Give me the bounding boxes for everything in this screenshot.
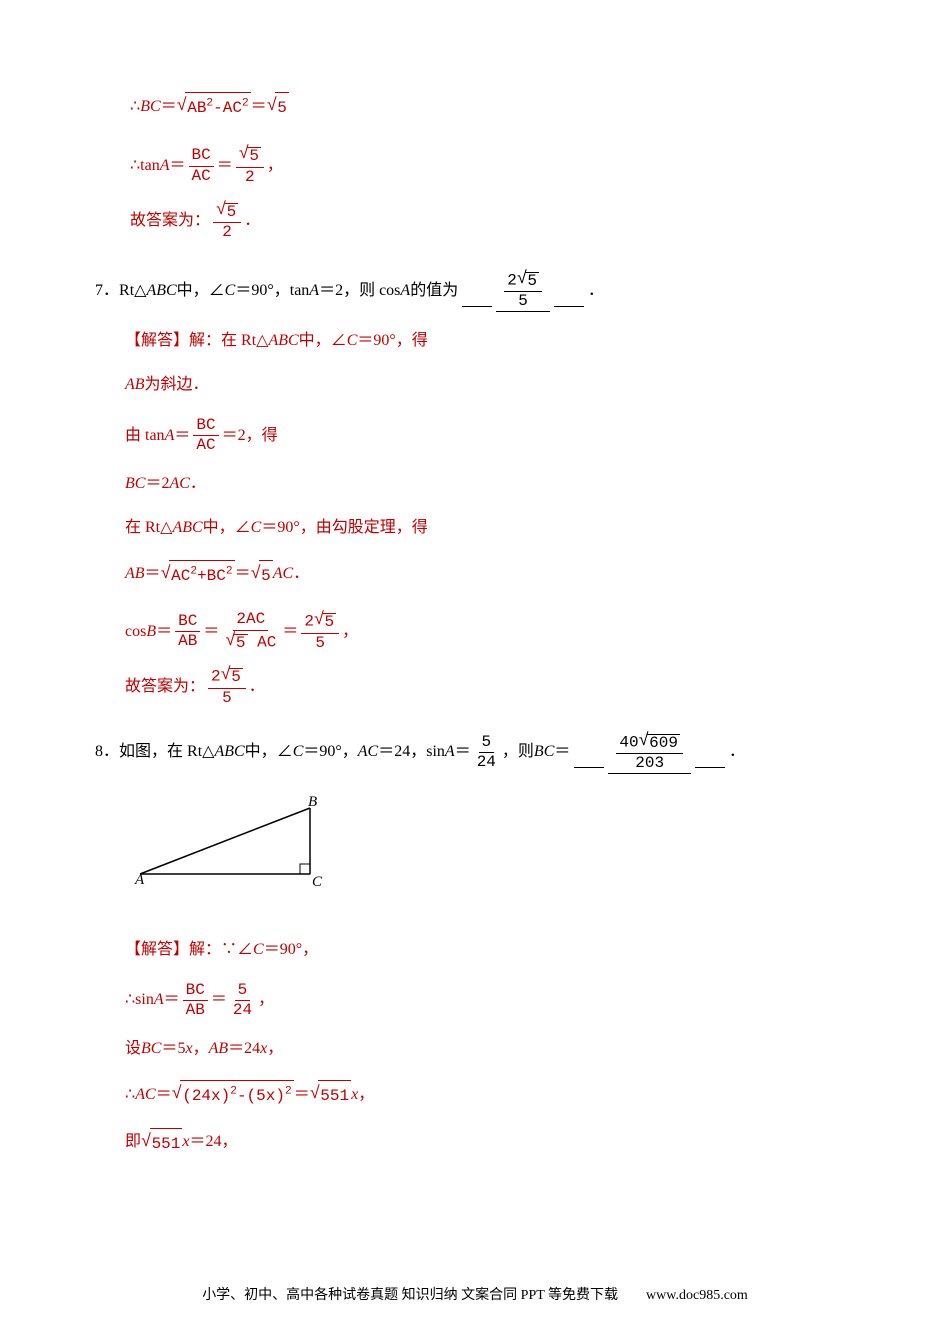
math-document: ∴ BC ＝ √ AB2-AC2 ＝ √ 5 ∴tan A ＝ BC AC ＝ …	[95, 90, 855, 1159]
answer-8: 40√609 203	[608, 732, 691, 774]
sqrt-5: √ 5	[267, 90, 289, 123]
q8-solution-1: 【解答】 解：∵∠ C ＝90°，	[95, 935, 855, 965]
q7-solution-4: BC ＝2 AC ．	[95, 469, 855, 499]
q7-solution-6: AB ＝ √ AC2+BC2 ＝ √5 AC ．	[95, 558, 855, 591]
q7-answer: 故答案为： 2√5 5 ．	[95, 666, 855, 707]
triangle-diagram: A B C	[130, 796, 350, 886]
q7-solution-1: 【解答】 解：在 Rt△ ABC 中，∠ C ＝90°，得	[95, 326, 855, 356]
q8-solution-3: 设 BC ＝5 x ， AB ＝24 x ，	[95, 1034, 855, 1064]
var-bc: BC	[140, 92, 160, 122]
svg-text:C: C	[312, 874, 323, 886]
q7-solution-5: 在 Rt△ ABC 中，∠ C ＝90°，由勾股定理，得	[95, 513, 855, 543]
solution-label: 【解答】	[125, 935, 189, 965]
solution-label: 【解答】	[125, 326, 189, 356]
answer-line: 故答案为： √5 2 ．	[95, 201, 855, 242]
q7-solution-3: 由 tan A ＝ BC AC ＝2，得	[95, 417, 855, 455]
svg-text:A: A	[134, 872, 145, 886]
therefore: ∴	[130, 92, 140, 122]
question-8: 8． 如图，在 Rt△ ABC 中，∠ C ＝90°， AC ＝24，sin A…	[95, 732, 855, 774]
q8-solution-2: ∴sin A ＝ BC AB ＝ 5 24 ，	[95, 982, 855, 1020]
sqrt-expr: √ AB2-AC2	[177, 90, 251, 123]
question-7: 7． Rt△ ABC 中，∠ C ＝90°，tan A ＝2，则 cos A 的…	[95, 270, 855, 312]
frac-sqrt5-2: √5 2	[236, 145, 264, 186]
svg-text:B: B	[308, 796, 317, 810]
q8-solution-4: ∴ AC ＝ √ (24x)2-(5x)2 ＝ √551 x ，	[95, 1078, 855, 1111]
answer-blank-7	[462, 275, 492, 306]
eq-bc-sqrt: ∴ BC ＝ √ AB2-AC2 ＝ √ 5	[95, 90, 855, 123]
answer-7: 2√5 5	[496, 270, 550, 312]
answer-blank-8	[574, 737, 604, 768]
q7-solution-7: cos B ＝ BC AB ＝ 2AC √5 AC ＝ 2√5 5 ，	[95, 611, 855, 652]
eq-tana: ∴tan A ＝ BC AC ＝ √5 2 ，	[95, 145, 855, 186]
page-footer: 小学、初中、高中各种试卷真题 知识归纳 文案合同 PPT 等免费下载 www.d…	[0, 1284, 950, 1304]
frac-bc-ac: BC AC	[189, 147, 214, 185]
q7-solution-2: AB 为斜边．	[95, 370, 855, 400]
q8-solution-5: 即 √551 x ＝24，	[95, 1126, 855, 1159]
